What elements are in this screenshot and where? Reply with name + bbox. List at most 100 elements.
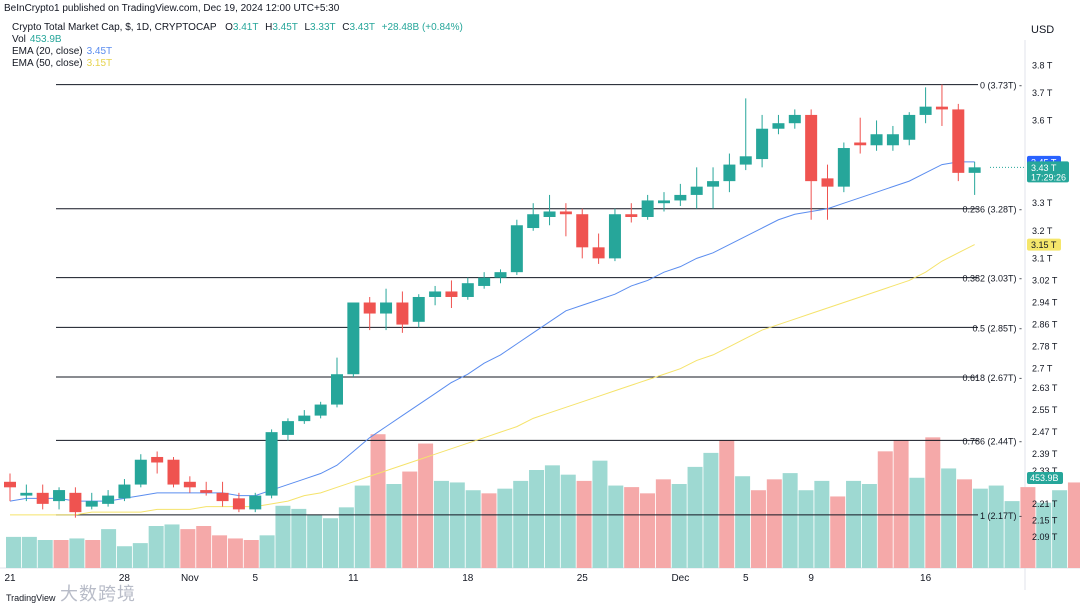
candle-body[interactable] <box>723 164 736 182</box>
candle-body[interactable] <box>167 459 180 485</box>
price-tick-label: 2.15 T <box>1032 515 1058 525</box>
ema50-line[interactable] <box>10 244 975 516</box>
candle-body[interactable] <box>249 495 262 510</box>
candle-body[interactable] <box>837 148 850 187</box>
volume-bar <box>877 451 893 568</box>
price-tick-label: 3.1 T <box>1032 253 1053 263</box>
volume-bar <box>259 535 275 568</box>
candle-body[interactable] <box>183 481 196 488</box>
candle-body[interactable] <box>347 302 360 375</box>
volume-bar <box>402 471 418 568</box>
volume-tag: 453.9B <box>1030 473 1059 483</box>
candle-body[interactable] <box>968 167 981 173</box>
ema50-price-tag-bg <box>1027 238 1061 251</box>
volume-bar <box>576 480 592 568</box>
volume-bar <box>925 437 941 568</box>
candle-body[interactable] <box>118 484 131 499</box>
candle-body[interactable] <box>69 492 82 513</box>
volume-bar <box>560 474 576 568</box>
candle-body[interactable] <box>380 302 393 314</box>
price-tick-label: 2.47 T <box>1032 427 1058 437</box>
candle-body[interactable] <box>805 114 818 182</box>
candle-body[interactable] <box>314 404 327 416</box>
legend-symbol-row: Crypto Total Market Cap, $, 1D, CRYPTOCA… <box>12 22 463 33</box>
candle-body[interactable] <box>952 109 965 173</box>
volume-tag-bg <box>1027 472 1063 484</box>
volume-bar <box>988 485 1004 568</box>
volume-bar <box>370 434 386 568</box>
candle-body[interactable] <box>53 490 66 502</box>
candle-body[interactable] <box>265 432 278 496</box>
time-tick-label: Dec <box>671 573 689 584</box>
candle-body[interactable] <box>527 214 540 229</box>
candle-body[interactable] <box>4 481 16 488</box>
candle-body[interactable] <box>788 114 801 124</box>
candle-body[interactable] <box>559 211 572 215</box>
candle-body[interactable] <box>919 106 932 115</box>
candle-body[interactable] <box>625 214 638 217</box>
ohlc-low-label: L <box>304 22 311 33</box>
candle-body[interactable] <box>85 501 98 507</box>
legend-ema50-row[interactable]: EMA (50, close) 3.15T <box>12 58 112 69</box>
candle-body[interactable] <box>461 283 474 297</box>
candle-body[interactable] <box>772 123 785 129</box>
candle-body[interactable] <box>886 134 899 146</box>
candle-body[interactable] <box>151 456 164 463</box>
candle-body[interactable] <box>510 225 523 273</box>
volume-bar <box>782 473 798 568</box>
time-tick-label: 11 <box>348 573 359 584</box>
candle-body[interactable] <box>200 490 213 493</box>
candle-body[interactable] <box>658 200 670 204</box>
price-tick-label: 3.3 T <box>1032 198 1053 208</box>
candle-body[interactable] <box>707 181 720 187</box>
candle-body[interactable] <box>102 495 115 504</box>
candle-body[interactable] <box>36 492 49 504</box>
candle-body[interactable] <box>543 211 556 217</box>
ema20-line[interactable] <box>9 161 975 502</box>
candle-body[interactable] <box>331 374 343 405</box>
volume-bar <box>497 488 513 568</box>
candle-body[interactable] <box>396 302 409 325</box>
candle-body[interactable] <box>412 296 425 322</box>
symbol-name[interactable]: Crypto Total Market Cap, $, 1D, CRYPTOCA… <box>12 22 217 33</box>
candle-body[interactable] <box>363 302 376 314</box>
candle-body[interactable] <box>756 128 769 160</box>
volume-bar <box>386 484 402 568</box>
candle-body[interactable] <box>281 421 294 435</box>
candle-body[interactable] <box>298 415 311 422</box>
legend-volume-row[interactable]: Vol 453.9B <box>12 34 62 45</box>
candle-body[interactable] <box>216 492 229 502</box>
volume-bar <box>338 507 354 568</box>
price-tick-label: 3.6 T <box>1032 115 1053 125</box>
candle-body[interactable] <box>854 142 867 146</box>
volume-bar <box>6 536 21 568</box>
fib-level-label: 0.786 (2.44T) - <box>962 436 1022 446</box>
candle-body[interactable] <box>134 459 147 485</box>
candle-body[interactable] <box>429 291 442 297</box>
candle-body[interactable] <box>935 106 948 110</box>
candle-body[interactable] <box>592 247 605 259</box>
publisher-line: BeInCrypto1 published on TradingView.com… <box>4 3 340 14</box>
candle-body[interactable] <box>478 277 491 286</box>
currency-label[interactable]: USD <box>1031 24 1055 36</box>
candle-body[interactable] <box>739 156 752 165</box>
candle-body[interactable] <box>674 194 687 201</box>
legend-ema20-row[interactable]: EMA (20, close) 3.45T <box>12 46 112 57</box>
candle-body[interactable] <box>641 200 654 217</box>
volume-bar <box>909 477 925 568</box>
candle-body[interactable] <box>903 114 916 140</box>
candle-body[interactable] <box>494 272 507 278</box>
candle-body[interactable] <box>608 214 621 259</box>
candle-body[interactable] <box>445 291 458 297</box>
time-tick-label: 28 <box>119 573 131 584</box>
candle-body[interactable] <box>20 492 33 496</box>
price-tick-label: 2.33 T <box>1032 466 1058 476</box>
candle-body[interactable] <box>690 186 703 195</box>
candle-body[interactable] <box>821 178 834 187</box>
candle-body[interactable] <box>576 214 589 248</box>
candle-body[interactable] <box>232 498 245 510</box>
tradingview-brand: TradingView <box>6 593 56 603</box>
candle-body[interactable] <box>870 134 883 146</box>
